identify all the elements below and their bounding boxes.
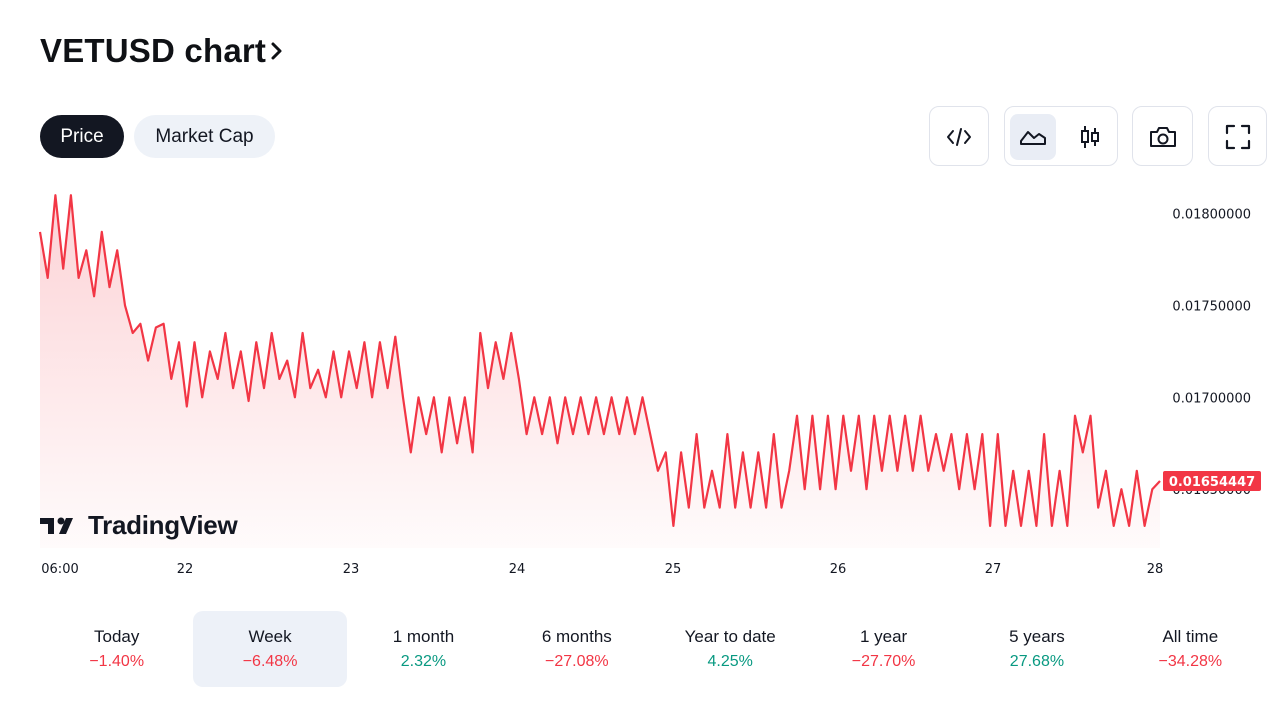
period-option[interactable]: 5 years 27.68% — [960, 611, 1113, 687]
period-change: −1.40% — [89, 653, 145, 670]
period-option[interactable]: 1 year −27.70% — [807, 611, 960, 687]
tab-price-label: Price — [60, 125, 104, 147]
y-tick-label: 0.01800000 — [1172, 208, 1251, 223]
tradingview-wordmark: TradingView — [88, 510, 238, 540]
tradingview-logo-icon — [40, 517, 73, 534]
price-chart[interactable]: 0.018000000.017500000.017000000.01650000… — [0, 180, 1280, 600]
y-tick-label: 0.01750000 — [1172, 299, 1251, 314]
page-title[interactable]: VETUSD chart — [40, 32, 284, 70]
x-tick-label: 22 — [177, 562, 194, 577]
area-chart-icon[interactable] — [1010, 114, 1056, 160]
period-change: 4.25% — [707, 653, 753, 670]
period-label: All time — [1162, 627, 1219, 646]
x-tick-label: 24 — [509, 562, 526, 577]
period-label: Week — [248, 627, 292, 646]
period-option[interactable]: All time −34.28% — [1114, 611, 1267, 687]
period-option[interactable]: Week −6.48% — [193, 611, 347, 687]
period-selector: Today −1.40% Week −6.48% 1 month 2.32% 6 month… — [40, 611, 1267, 687]
period-change: 2.32% — [400, 653, 447, 670]
x-tick-label: 26 — [830, 562, 847, 577]
embed-code-icon[interactable] — [936, 114, 982, 160]
period-change: −6.48% — [242, 653, 298, 670]
period-option[interactable]: 1 month 2.32% — [347, 611, 500, 687]
period-change: 27.68% — [1009, 653, 1065, 670]
period-change: −34.28% — [1158, 653, 1223, 670]
period-label: Year to date — [684, 627, 776, 646]
tab-market-cap-label: Market Cap — [155, 125, 254, 147]
price-line — [38, 194, 1161, 527]
x-tick-label: 27 — [985, 562, 1002, 577]
x-tick-label: 25 — [665, 562, 682, 577]
x-tick-label: 06:00 — [41, 562, 78, 577]
x-tick-label: 28 — [1147, 562, 1164, 577]
x-tick-label: 23 — [343, 562, 360, 577]
fullscreen-group — [1208, 106, 1267, 166]
period-label: 6 months — [541, 627, 612, 646]
last-price-badge — [1163, 471, 1261, 492]
period-label: 5 years — [1009, 627, 1065, 646]
fullscreen-icon[interactable] — [1215, 114, 1261, 160]
camera-icon[interactable] — [1140, 114, 1186, 160]
tradingview-logo: TradingView — [40, 510, 238, 541]
period-label: 1 month — [392, 627, 455, 646]
chart-style-group — [1004, 106, 1118, 166]
period-change: −27.08% — [545, 653, 609, 670]
candlestick-icon[interactable] — [1067, 114, 1113, 160]
period-option[interactable]: Year to date 4.25% — [654, 611, 807, 687]
period-option[interactable]: Today −1.40% — [40, 611, 193, 687]
period-label: 1 year — [859, 627, 908, 646]
chevron-right-icon — [270, 40, 284, 62]
last-price-label: 0.01654447 — [1169, 475, 1255, 490]
tab-market-cap[interactable]: Market Cap — [134, 115, 275, 158]
screenshot-group — [1132, 106, 1193, 166]
y-tick-label: 0.01700000 — [1172, 391, 1251, 406]
period-change: −27.70% — [851, 653, 916, 670]
period-option[interactable]: 6 months −27.08% — [500, 611, 653, 687]
title-text: VETUSD chart — [40, 32, 267, 69]
tab-price[interactable]: Price — [40, 115, 124, 158]
period-label: Today — [94, 627, 140, 646]
embed-button-group — [929, 106, 989, 166]
